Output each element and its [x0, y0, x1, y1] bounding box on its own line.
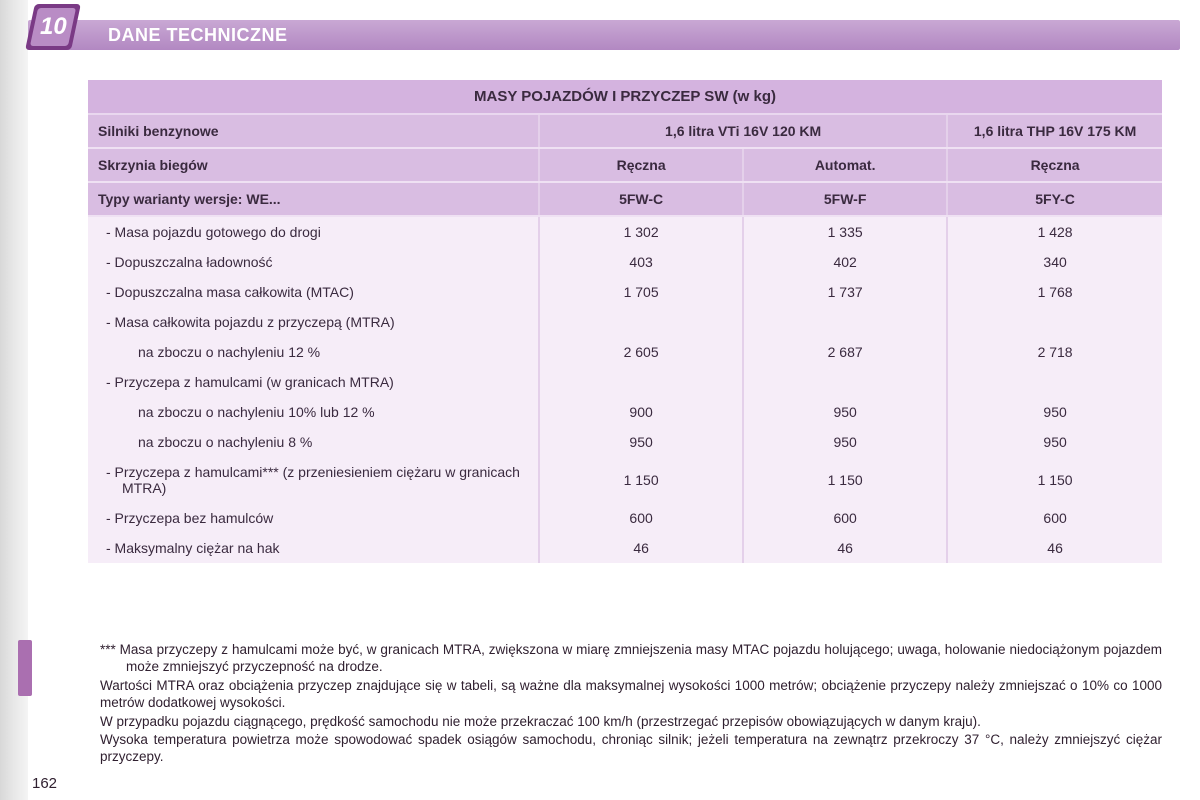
header-col-a: 1,6 litra VTi 16V 120 KM: [539, 114, 947, 148]
chapter-badge: 10: [30, 4, 76, 50]
footnote: *** Masa przyczepy z hamulcami może być,…: [88, 642, 1162, 676]
header-col-c: 5FY-C: [947, 182, 1162, 216]
row-label: - Maksymalny ciężar na hak: [88, 533, 539, 563]
header-title: DANE TECHNICZNE: [108, 25, 288, 46]
header-col-a: Ręczna: [539, 148, 743, 182]
table-row: - Przyczepa bez hamulców600600600: [88, 503, 1162, 533]
row-value: 950: [947, 427, 1162, 457]
row-value: 950: [743, 427, 947, 457]
table-row: - Dopuszczalna ładowność403402340: [88, 247, 1162, 277]
table-row: na zboczu o nachyleniu 12 %2 6052 6872 7…: [88, 337, 1162, 367]
row-value: 2 718: [947, 337, 1162, 367]
header-col-c: Ręczna: [947, 148, 1162, 182]
row-value: 950: [743, 397, 947, 427]
row-label: - Przyczepa bez hamulców: [88, 503, 539, 533]
header-label: Typy warianty wersje: WE...: [88, 182, 539, 216]
row-value: 46: [947, 533, 1162, 563]
table-row: na zboczu o nachyleniu 8 %950950950: [88, 427, 1162, 457]
row-value: 1 737: [743, 277, 947, 307]
row-value: 950: [947, 397, 1162, 427]
header-col-b: Automat.: [743, 148, 947, 182]
row-label: - Masa pojazdu gotowego do drogi: [88, 216, 539, 247]
header-bar: DANE TECHNICZNE: [28, 20, 1180, 50]
row-label: - Masa całkowita pojazdu z przyczepą (MT…: [88, 307, 539, 337]
header-col-b: 5FW-F: [743, 182, 947, 216]
row-label: - Dopuszczalna masa całkowita (MTAC): [88, 277, 539, 307]
row-value: [539, 367, 743, 397]
table-row: - Przyczepa z hamulcami (w granicach MTR…: [88, 367, 1162, 397]
row-value: [539, 307, 743, 337]
row-label: na zboczu o nachyleniu 12 %: [88, 337, 539, 367]
row-value: 46: [743, 533, 947, 563]
header-col-c: 1,6 litra THP 16V 175 KM: [947, 114, 1162, 148]
row-value: 1 705: [539, 277, 743, 307]
row-label: - Przyczepa z hamulcami (w granicach MTR…: [88, 367, 539, 397]
row-value: [947, 367, 1162, 397]
row-label: na zboczu o nachyleniu 8 %: [88, 427, 539, 457]
table-row: - Dopuszczalna masa całkowita (MTAC)1 70…: [88, 277, 1162, 307]
row-value: [743, 307, 947, 337]
row-value: 2 687: [743, 337, 947, 367]
row-value: 402: [743, 247, 947, 277]
row-value: 1 150: [743, 457, 947, 503]
table-header-gearbox: Skrzynia biegów Ręczna Automat. Ręczna: [88, 148, 1162, 182]
row-value: 1 768: [947, 277, 1162, 307]
footnote: Wysoka temperatura powietrza może spowod…: [88, 732, 1162, 766]
footnotes: *** Masa przyczepy z hamulcami może być,…: [88, 642, 1162, 768]
row-value: 950: [539, 427, 743, 457]
table-row: - Masa całkowita pojazdu z przyczepą (MT…: [88, 307, 1162, 337]
row-value: 900: [539, 397, 743, 427]
row-value: 46: [539, 533, 743, 563]
weights-table: MASY POJAZDÓW I PRZYCZEP SW (w kg) Silni…: [88, 80, 1162, 563]
row-value: 1 150: [539, 457, 743, 503]
table-header-types: Typy warianty wersje: WE... 5FW-C 5FW-F …: [88, 182, 1162, 216]
row-value: 600: [743, 503, 947, 533]
header-label: Skrzynia biegów: [88, 148, 539, 182]
row-value: [947, 307, 1162, 337]
row-value: 600: [947, 503, 1162, 533]
footnote: W przypadku pojazdu ciągnącego, prędkość…: [88, 714, 1162, 731]
page-number: 162: [32, 775, 57, 792]
row-label: - Dopuszczalna ładowność: [88, 247, 539, 277]
row-value: 600: [539, 503, 743, 533]
table-row: - Masa pojazdu gotowego do drogi1 3021 3…: [88, 216, 1162, 247]
side-tab: [18, 640, 32, 696]
row-value: 403: [539, 247, 743, 277]
footnote: Wartości MTRA oraz obciążenia przyczep z…: [88, 678, 1162, 712]
row-value: 1 335: [743, 216, 947, 247]
row-value: 2 605: [539, 337, 743, 367]
table-row: - Maksymalny ciężar na hak464646: [88, 533, 1162, 563]
table-row: - Przyczepa z hamulcami*** (z przeniesie…: [88, 457, 1162, 503]
chapter-number: 10: [40, 13, 67, 41]
table-title: MASY POJAZDÓW I PRZYCZEP SW (w kg): [88, 80, 1162, 114]
table-header-engines: Silniki benzynowe 1,6 litra VTi 16V 120 …: [88, 114, 1162, 148]
row-label: na zboczu o nachyleniu 10% lub 12 %: [88, 397, 539, 427]
row-value: 1 150: [947, 457, 1162, 503]
row-value: [743, 367, 947, 397]
row-label: - Przyczepa z hamulcami*** (z przeniesie…: [88, 457, 539, 503]
header-col-a: 5FW-C: [539, 182, 743, 216]
weights-table-wrap: MASY POJAZDÓW I PRZYCZEP SW (w kg) Silni…: [88, 80, 1162, 563]
header-label: Silniki benzynowe: [88, 114, 539, 148]
row-value: 1 428: [947, 216, 1162, 247]
table-title-row: MASY POJAZDÓW I PRZYCZEP SW (w kg): [88, 80, 1162, 114]
row-value: 1 302: [539, 216, 743, 247]
table-row: na zboczu o nachyleniu 10% lub 12 %90095…: [88, 397, 1162, 427]
row-value: 340: [947, 247, 1162, 277]
